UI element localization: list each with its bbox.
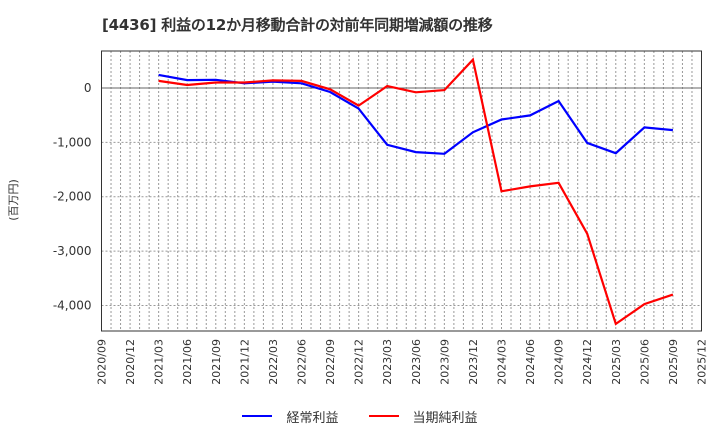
x-axis: 2020/09 2020/12 2021/03 2021/06 2021/09 2021/… bbox=[96, 339, 709, 385]
x-tick-label: 2023/09 bbox=[438, 339, 451, 385]
x-tick-label: 2024/03 bbox=[496, 339, 509, 385]
x-tick-label: 2022/03 bbox=[267, 339, 280, 385]
data-series bbox=[158, 57, 674, 326]
x-tick-label: 2025/09 bbox=[667, 339, 680, 385]
legend: 経常利益 当期純利益 bbox=[0, 405, 720, 427]
x-tick-label: 2025/06 bbox=[638, 339, 651, 385]
x-tick-label: 2021/06 bbox=[181, 339, 194, 385]
y-tick-label: -3,000 bbox=[53, 244, 92, 258]
legend-label: 当期純利益 bbox=[412, 410, 478, 426]
x-tick-label: 2022/12 bbox=[353, 339, 366, 385]
legend-line-blue-icon bbox=[242, 415, 273, 417]
y-tick-label: -4,000 bbox=[53, 298, 92, 312]
x-tick-label: 2022/06 bbox=[296, 339, 309, 385]
x-tick-label: 2021/09 bbox=[210, 339, 223, 385]
x-tick-label: 2020/12 bbox=[124, 339, 137, 385]
x-tick-label: 2025/12 bbox=[696, 339, 709, 385]
legend-line-red-icon bbox=[368, 415, 399, 417]
y-axis-label: (百万円) bbox=[7, 179, 20, 221]
grid-lines bbox=[101, 51, 702, 331]
y-tick-label: 0 bbox=[84, 81, 92, 95]
x-tick-label: 2023/03 bbox=[381, 339, 394, 385]
y-tick-label: -2,000 bbox=[53, 190, 92, 204]
x-tick-label: 2021/12 bbox=[238, 339, 251, 385]
x-tick-label: 2021/03 bbox=[153, 339, 166, 385]
x-tick-label: 2020/09 bbox=[96, 339, 109, 385]
x-tick-label: 2023/06 bbox=[410, 339, 423, 385]
legend-item-ordinary-profit: 経常利益 bbox=[242, 407, 339, 426]
x-tick-label: 2022/09 bbox=[324, 339, 337, 385]
x-tick-label: 2023/12 bbox=[467, 339, 480, 385]
legend-item-net-profit: 当期純利益 bbox=[368, 407, 478, 426]
series-line-ordinary-profit bbox=[158, 73, 674, 155]
x-tick-label: 2024/09 bbox=[553, 339, 566, 385]
y-tick-label: -1,000 bbox=[53, 135, 92, 149]
y-axis: 0 -1,000 -2,000 -3,000 -4,000 bbox=[53, 81, 92, 312]
x-tick-label: 2024/12 bbox=[581, 339, 594, 385]
plot-frame bbox=[101, 50, 702, 332]
x-tick-label: 2025/03 bbox=[610, 339, 623, 385]
legend-label: 経常利益 bbox=[286, 410, 339, 426]
x-tick-label: 2024/06 bbox=[524, 339, 537, 385]
chart-title: [4436] 利益の12か月移動合計の対前年同期増減額の推移 bbox=[102, 16, 493, 34]
series-line-net-profit bbox=[158, 57, 674, 326]
